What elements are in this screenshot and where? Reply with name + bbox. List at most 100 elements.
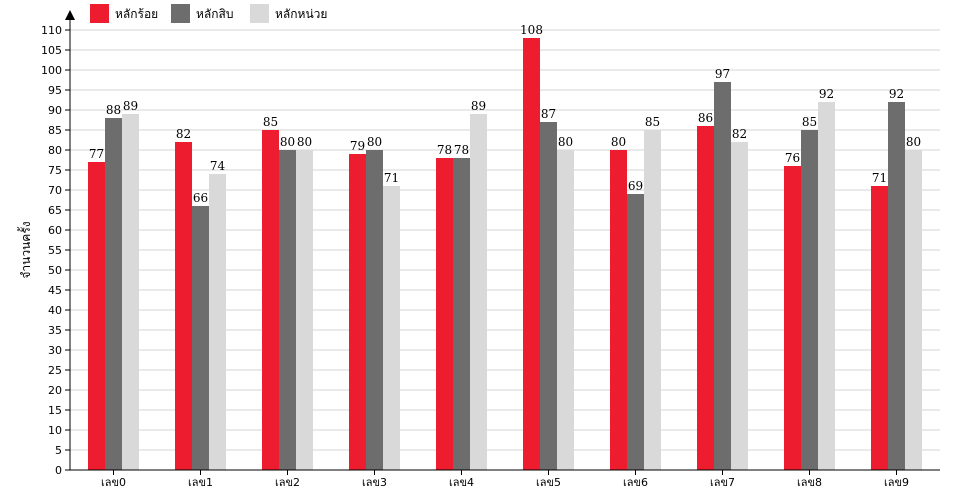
y-axis-label: จำนวนครั้ง [17,221,33,278]
data-label: 74 [210,159,226,173]
bar [610,150,627,470]
bar [175,142,192,470]
y-tick-label: 70 [48,184,62,197]
bar [383,186,400,470]
data-label: 85 [802,115,817,129]
data-label: 71 [384,171,399,185]
data-label: 86 [698,111,713,125]
data-label: 78 [437,143,452,157]
data-label: 80 [906,135,921,149]
y-tick-label: 25 [48,364,62,377]
y-tick-label: 95 [48,84,62,97]
bar [801,130,818,470]
y-tick-label: 15 [48,404,62,417]
x-tick-label: เลข4 [449,476,474,489]
bar [296,150,313,470]
data-label: 80 [280,135,295,149]
bar [88,162,105,470]
x-tick-label: เลข8 [797,476,822,489]
data-label: 92 [889,87,904,101]
legend-label: หลักสิบ [196,7,233,21]
bar [262,130,279,470]
bar [540,122,557,470]
bar [192,206,209,470]
bar [279,150,296,470]
bar [209,174,226,470]
data-label: 85 [645,115,660,129]
data-label: 80 [558,135,573,149]
bar [557,150,574,470]
data-label: 108 [520,23,543,37]
data-label: 89 [123,99,138,113]
data-label: 77 [89,147,104,161]
axes: 0510152025303540455055606570758085909510… [41,10,940,489]
y-tick-label: 50 [48,264,62,277]
data-label: 76 [785,151,800,165]
bar [105,118,122,470]
data-label: 82 [176,127,191,141]
y-tick-label: 110 [41,24,62,37]
data-label: 66 [193,191,208,205]
y-tick-label: 20 [48,384,62,397]
bar [644,130,661,470]
legend-swatch [171,4,190,23]
bar [349,154,366,470]
y-tick-label: 30 [48,344,62,357]
data-label: 71 [872,171,887,185]
y-tick-label: 85 [48,124,62,137]
data-label: 80 [367,135,382,149]
y-tick-label: 35 [48,324,62,337]
bar [627,194,644,470]
bar [697,126,714,470]
bar [366,150,383,470]
bar [818,102,835,470]
y-tick-label: 100 [41,64,62,77]
legend-swatch [90,4,109,23]
bar [714,82,731,470]
y-tick-label: 40 [48,304,62,317]
y-tick-label: 0 [55,464,62,477]
bar [122,114,139,470]
data-label: 89 [471,99,486,113]
data-label: 79 [350,139,365,153]
legend-swatch [250,4,269,23]
y-tick-label: 80 [48,144,62,157]
data-label: 88 [106,103,121,117]
x-tick-label: เลข9 [884,476,909,489]
x-tick-label: เลข2 [275,476,300,489]
data-label: 69 [628,179,643,193]
bar [888,102,905,470]
y-tick-label: 75 [48,164,62,177]
data-label: 92 [819,87,834,101]
bar [905,150,922,470]
bar [470,114,487,470]
y-tick-label: 105 [41,44,62,57]
y-tick-label: 45 [48,284,62,297]
bar [784,166,801,470]
bars [88,38,922,470]
data-label: 87 [541,107,556,121]
data-label: 97 [715,67,730,81]
y-tick-label: 90 [48,104,62,117]
y-tick-label: 10 [48,424,62,437]
x-tick-label: เลข3 [362,476,387,489]
x-tick-label: เลข1 [188,476,213,489]
data-label: 82 [732,127,747,141]
bar [523,38,540,470]
bar [436,158,453,470]
bar [453,158,470,470]
y-tick-label: 60 [48,224,62,237]
y-axis-arrow-icon [65,10,75,20]
data-label: 80 [297,135,312,149]
bar [731,142,748,470]
data-label: 85 [263,115,278,129]
bar [871,186,888,470]
legend-label: หลักหน่วย [275,7,327,21]
data-label: 80 [611,135,626,149]
y-tick-label: 65 [48,204,62,217]
y-tick-label: 55 [48,244,62,257]
legend: หลักร้อย หลักสิบ หลักหน่วย [90,4,327,23]
